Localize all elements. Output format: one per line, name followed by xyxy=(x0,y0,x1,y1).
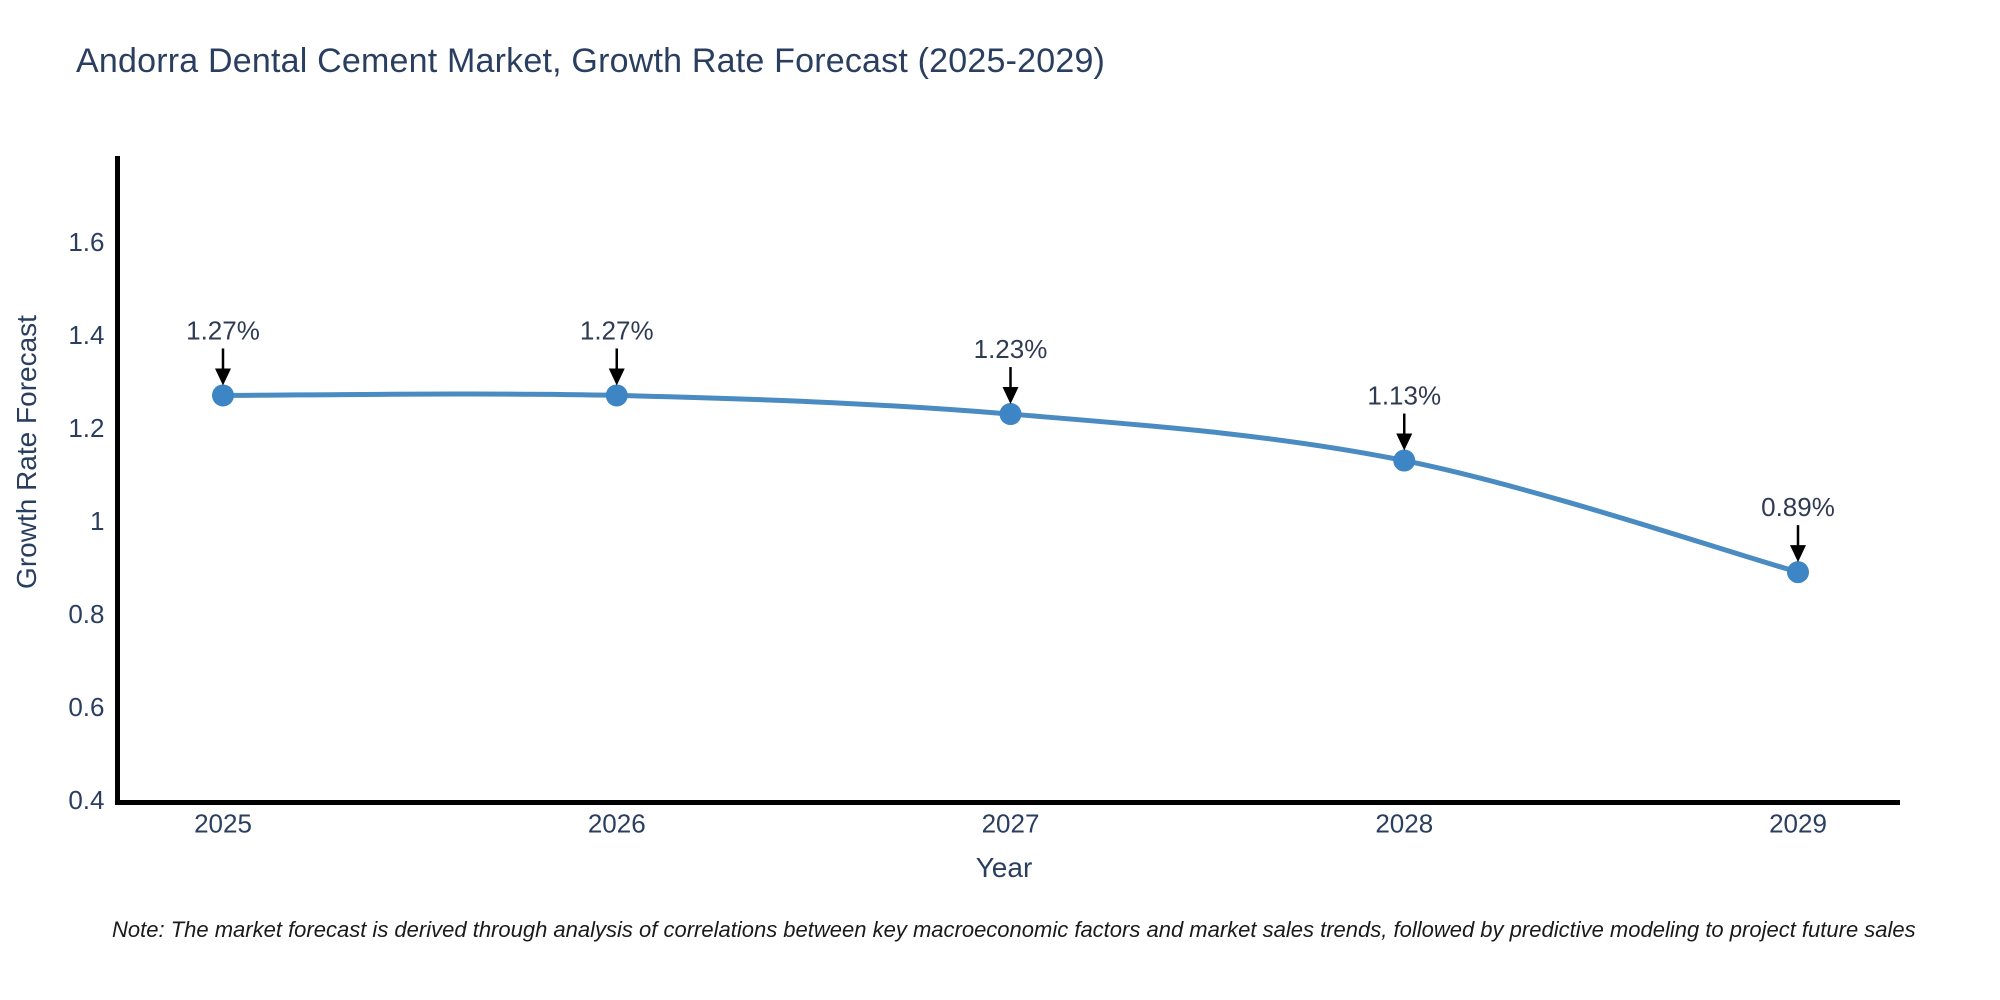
x-axis-title: Year xyxy=(975,852,1033,883)
y-tick-label: 1.6 xyxy=(68,227,104,257)
footnote: Note: The market forecast is derived thr… xyxy=(112,917,1916,942)
y-tick-label: 1.2 xyxy=(68,413,104,443)
annotation-arrow-head xyxy=(1002,387,1019,405)
data-point-marker xyxy=(1787,561,1809,584)
y-tick-label: 1 xyxy=(90,506,104,536)
x-tick-label: 2028 xyxy=(1375,809,1433,839)
data-point-marker xyxy=(605,384,628,407)
x-tick-label: 2027 xyxy=(982,809,1040,839)
x-tick-label: 2025 xyxy=(194,809,252,839)
y-tick-label: 0.8 xyxy=(68,599,104,629)
x-tick-label: 2029 xyxy=(1769,809,1827,839)
annotation-label: 1.27% xyxy=(186,315,260,345)
y-axis-title: Growth Rate Forecast xyxy=(11,315,42,589)
y-tick-label: 0.4 xyxy=(68,785,104,815)
y-tick-label: 0.6 xyxy=(68,692,104,722)
annotation-label: 0.89% xyxy=(1761,492,1835,522)
data-point-marker xyxy=(212,384,234,407)
annotation-label: 1.23% xyxy=(974,334,1048,364)
annotation-label: 1.13% xyxy=(1367,381,1441,411)
x-tick-label: 2026 xyxy=(588,809,646,839)
annotation-arrow-head xyxy=(608,368,625,386)
annotation-arrow-head xyxy=(1396,433,1413,451)
data-point-marker xyxy=(999,403,1022,426)
y-tick-label: 1.4 xyxy=(68,320,104,350)
annotation-arrow-head xyxy=(215,368,231,386)
annotation-label: 1.27% xyxy=(580,315,654,345)
data-point-marker xyxy=(1393,449,1416,472)
chart-title: Andorra Dental Cement Market, Growth Rat… xyxy=(76,42,1106,80)
annotation-arrow-head xyxy=(1790,545,1806,563)
